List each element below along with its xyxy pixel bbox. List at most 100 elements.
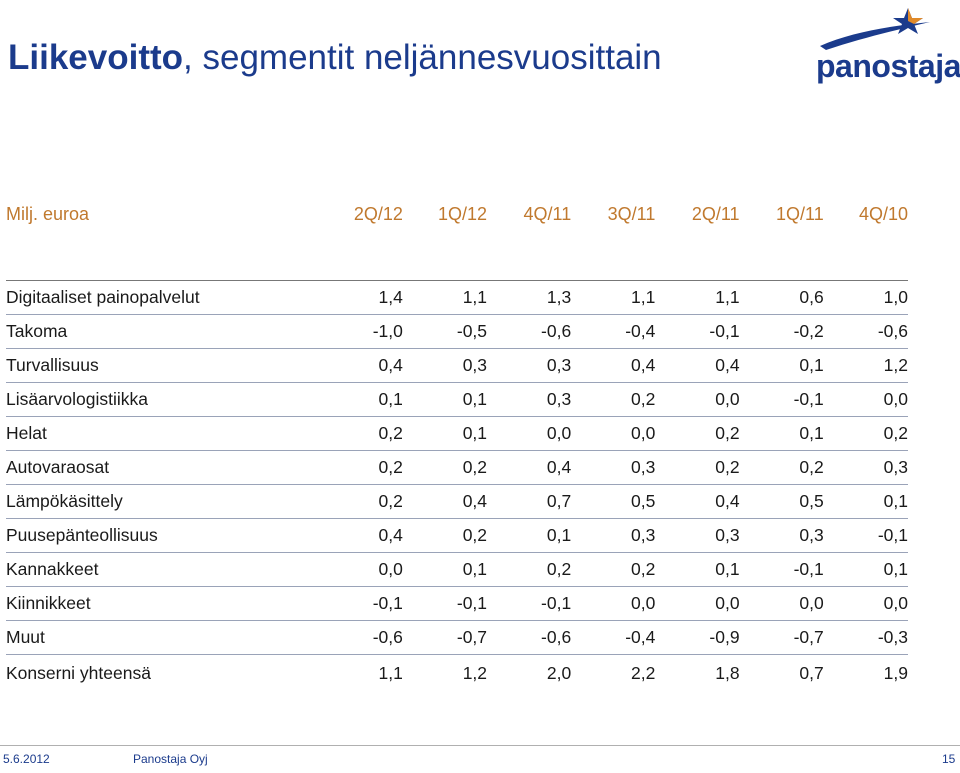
table-cell: -0,3 xyxy=(823,620,908,655)
column-header: 2Q/11 xyxy=(691,203,740,224)
table-cell: 0,3 xyxy=(739,518,824,553)
table-cell: -0,6 xyxy=(487,314,572,349)
table-cell: 0,0 xyxy=(571,416,656,451)
table-cell: 0,2 xyxy=(823,416,908,451)
table-row: Puusepänteollisuus 0,4 0,2 0,1 0,3 0,3 0,3 -0,1 xyxy=(6,518,908,553)
table-cell: 1,2 xyxy=(462,662,488,683)
table-cell: 1,3 xyxy=(487,280,572,315)
table-cell: 0,3 xyxy=(571,450,656,485)
table-cell: 2,2 xyxy=(631,662,656,683)
table-cell: -0,5 xyxy=(402,314,488,349)
table-cell: 1,2 xyxy=(823,348,908,383)
table-cell: -0,4 xyxy=(571,314,656,349)
row-label: Kiinnikkeet xyxy=(6,586,319,621)
table-cell: -0,1 xyxy=(318,586,403,621)
table-cell: 0,2 xyxy=(655,450,740,485)
column-header: 1Q/11 xyxy=(776,203,824,224)
page-title-rest: , segmentit neljännesvuosittain xyxy=(183,38,662,77)
table-cell: -0,7 xyxy=(739,620,824,655)
table-cell: 0,1 xyxy=(739,348,824,383)
row-label: Digitaaliset painopalvelut xyxy=(6,280,319,315)
table-cell: 1,0 xyxy=(823,280,908,315)
footer-date: 5.6.2012 xyxy=(3,752,50,766)
table-row: Helat 0,2 0,1 0,0 0,0 0,2 0,1 0,2 xyxy=(6,416,908,451)
table-cell: 0,2 xyxy=(402,518,488,553)
table-cell: -0,4 xyxy=(571,620,656,655)
table-cell: 0,1 xyxy=(402,416,488,451)
table-cell: 1,8 xyxy=(715,662,740,683)
table-cell: 0,2 xyxy=(318,450,403,485)
table-cell: 0,6 xyxy=(739,280,824,315)
table-cell: 0,4 xyxy=(318,348,403,383)
table-cell: 0,2 xyxy=(571,552,656,587)
table-cell: 0,0 xyxy=(739,586,824,621)
row-label: Lämpökäsittely xyxy=(6,484,319,519)
table-cell: 0,1 xyxy=(318,382,403,417)
table-cell: -1,0 xyxy=(318,314,403,349)
footer-page-number: 15 xyxy=(942,752,956,766)
table-cell: 0,1 xyxy=(655,552,740,587)
star-swoosh-icon xyxy=(820,8,930,50)
table-cell: 0,3 xyxy=(487,348,572,383)
page-title-bold: Liikevoitto xyxy=(8,38,184,77)
table-cell: 0,0 xyxy=(823,382,908,417)
table-header-row: Milj. euroa 2Q/12 1Q/12 4Q/11 3Q/11 2Q/1… xyxy=(6,196,908,232)
table-cell: 0,0 xyxy=(655,586,740,621)
table-row: Lisäarvologistiikka 0,1 0,1 0,3 0,2 0,0 -0,1 0,… xyxy=(6,382,908,417)
table-cell: -0,9 xyxy=(655,620,740,655)
table-cell: 0,1 xyxy=(739,416,824,451)
total-row: Konserni yhteensä 1,1 1,2 2,0 2,2 1,8 0,7 1,9 xyxy=(6,655,908,692)
table-cell: 0,1 xyxy=(823,552,908,587)
table-cell: 0,1 xyxy=(823,484,908,519)
page-title: Liikevoitto, segmentit neljännesvuositta… xyxy=(8,38,662,78)
table-cell: 0,3 xyxy=(487,382,572,417)
table-cell: 0,0 xyxy=(655,382,740,417)
table-row: Takoma -1,0 -0,5 -0,6 -0,4 -0,1 -0,2 -0,6 xyxy=(6,314,908,349)
row-label: Helat xyxy=(6,416,319,451)
table-cell: 1,1 xyxy=(571,280,656,315)
column-header: 1Q/12 xyxy=(437,203,488,224)
row-label: Kannakkeet xyxy=(6,552,319,587)
table-cell: 0,1 xyxy=(402,382,488,417)
column-header: 4Q/10 xyxy=(858,203,908,224)
table-cell: 0,4 xyxy=(571,348,656,383)
table-cell: 0,0 xyxy=(318,552,403,587)
column-header: 2Q/12 xyxy=(353,203,403,224)
table-cell: -0,1 xyxy=(739,382,824,417)
table-cell: 0,3 xyxy=(402,348,488,383)
table-cell: 0,4 xyxy=(318,518,403,553)
table-cell: 0,4 xyxy=(487,450,572,485)
table-row: Kannakkeet 0,0 0,1 0,2 0,2 0,1 -0,1 0,1 xyxy=(6,552,908,587)
table-row: Lämpökäsittely 0,2 0,4 0,7 0,5 0,4 0,5 0,1 xyxy=(6,484,908,519)
table-cell: -0,1 xyxy=(739,552,824,587)
column-header: 4Q/11 xyxy=(523,203,572,224)
table-cell: 1,1 xyxy=(655,280,740,315)
table-cell: 0,2 xyxy=(318,416,403,451)
table-cell: 0,1 xyxy=(487,518,572,553)
column-header: 3Q/11 xyxy=(607,203,656,224)
header-separator xyxy=(6,232,908,281)
table-cell: 0,3 xyxy=(655,518,740,553)
table-cell: -0,1 xyxy=(487,586,572,621)
table-cell: 0,4 xyxy=(655,484,740,519)
table-cell: 0,2 xyxy=(487,552,572,587)
table-cell: 0,2 xyxy=(318,484,403,519)
table-cell: 0,4 xyxy=(655,348,740,383)
table-cell: 1,1 xyxy=(378,662,403,683)
row-label: Muut xyxy=(6,620,319,655)
table-cell: 1,1 xyxy=(402,280,488,315)
table-cell: 0,0 xyxy=(487,416,572,451)
table-row: Muut -0,6 -0,7 -0,6 -0,4 -0,9 -0,7 -0,3 xyxy=(6,620,908,655)
table-cell: -0,6 xyxy=(318,620,403,655)
row-label: Konserni yhteensä xyxy=(6,662,151,683)
table-cell: 0,0 xyxy=(823,586,908,621)
unit-label: Milj. euroa xyxy=(6,203,90,224)
row-label: Takoma xyxy=(6,314,319,349)
logo-wordmark: panostaja xyxy=(816,48,960,84)
footer-company: Panostaja Oyj xyxy=(133,752,208,766)
table-cell: -0,1 xyxy=(402,586,488,621)
company-logo: panostaja xyxy=(812,2,960,94)
table-cell: 0,2 xyxy=(402,450,488,485)
table-cell: 2,0 xyxy=(546,662,572,683)
table-cell: 1,9 xyxy=(883,662,908,683)
